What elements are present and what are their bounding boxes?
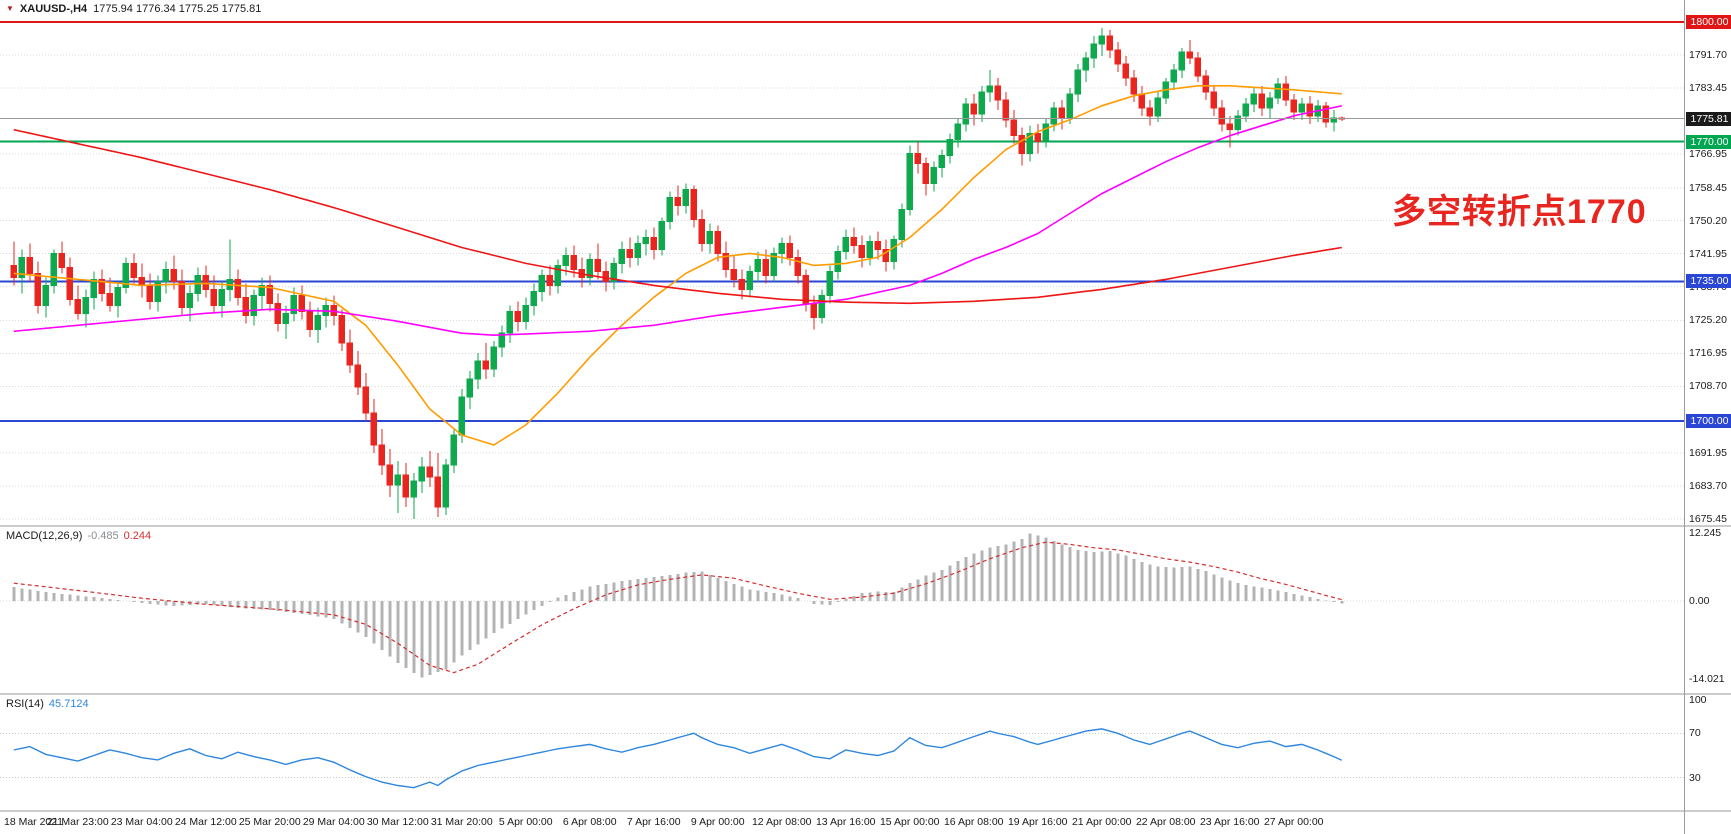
- rsi-value: 45.7124: [48, 698, 89, 710]
- time-axis-label: 16 Apr 08:00: [943, 816, 1004, 828]
- time-axis-label: 21 Mar 23:00: [46, 816, 109, 828]
- chart-title: ▼ XAUUSD-,H4 1775.94 1776.34 1775.25 177…: [6, 3, 261, 15]
- time-axis-label: 31 Mar 20:00: [430, 816, 493, 828]
- ohlc-values: 1775.94 1776.34 1775.25 1775.81: [93, 3, 262, 15]
- annotation-text: 多空转折点1770: [1392, 193, 1647, 231]
- symbol-dropdown-icon[interactable]: ▼: [6, 4, 14, 13]
- time-axis[interactable]: 18 Mar 2021 21 Mar 23:00 23 Mar 04:00 24 Ma…: [0, 813, 1731, 834]
- time-axis-label: 6 Apr 08:00: [562, 816, 617, 828]
- candlestick-series: [10, 27, 1345, 519]
- time-axis-label: 29 Mar 04:00: [302, 816, 365, 828]
- time-axis-label: 22 Apr 08:00: [1135, 816, 1196, 828]
- macd-pane: [0, 533, 1684, 678]
- time-axis-label: 23 Apr 16:00: [1199, 816, 1260, 828]
- macd-signal-value: 0.244: [123, 530, 152, 542]
- time-axis-label: 19 Apr 16:00: [1007, 816, 1068, 828]
- time-axis-label: 18 Mar 2021: [4, 816, 63, 828]
- time-axis-label: 30 Mar 12:00: [366, 816, 429, 828]
- time-axis-label: 24 Mar 12:00: [174, 816, 237, 828]
- time-axis-label: 5 Apr 00:00: [498, 816, 553, 828]
- rsi-pane: [0, 728, 1684, 789]
- rsi-header: RSI(14) 45.7124: [6, 698, 89, 710]
- rsi-label: RSI(14): [6, 698, 44, 710]
- time-axis-label: 9 Apr 00:00: [690, 816, 745, 828]
- time-axis-label: 12 Apr 08:00: [751, 816, 812, 828]
- time-axis-label: 23 Mar 04:00: [110, 816, 173, 828]
- time-axis-label: 27 Apr 00:00: [1263, 816, 1324, 828]
- macd-label: MACD(12,26,9): [6, 530, 83, 542]
- macd-header: MACD(12,26,9) -0.485 0.244: [6, 530, 151, 542]
- time-axis-label: 13 Apr 16:00: [815, 816, 876, 828]
- horizontal-levels: [0, 21, 1684, 423]
- time-axis-label: 15 Apr 00:00: [879, 816, 940, 828]
- symbol-timeframe-label: XAUUSD-,H4: [19, 3, 88, 15]
- moving-averages: [13, 85, 1342, 446]
- time-axis-label: 25 Mar 20:00: [238, 816, 301, 828]
- macd-main-value: -0.485: [87, 530, 119, 542]
- time-axis-label: 21 Apr 00:00: [1071, 816, 1132, 828]
- time-axis-label: 7 Apr 16:00: [626, 816, 681, 828]
